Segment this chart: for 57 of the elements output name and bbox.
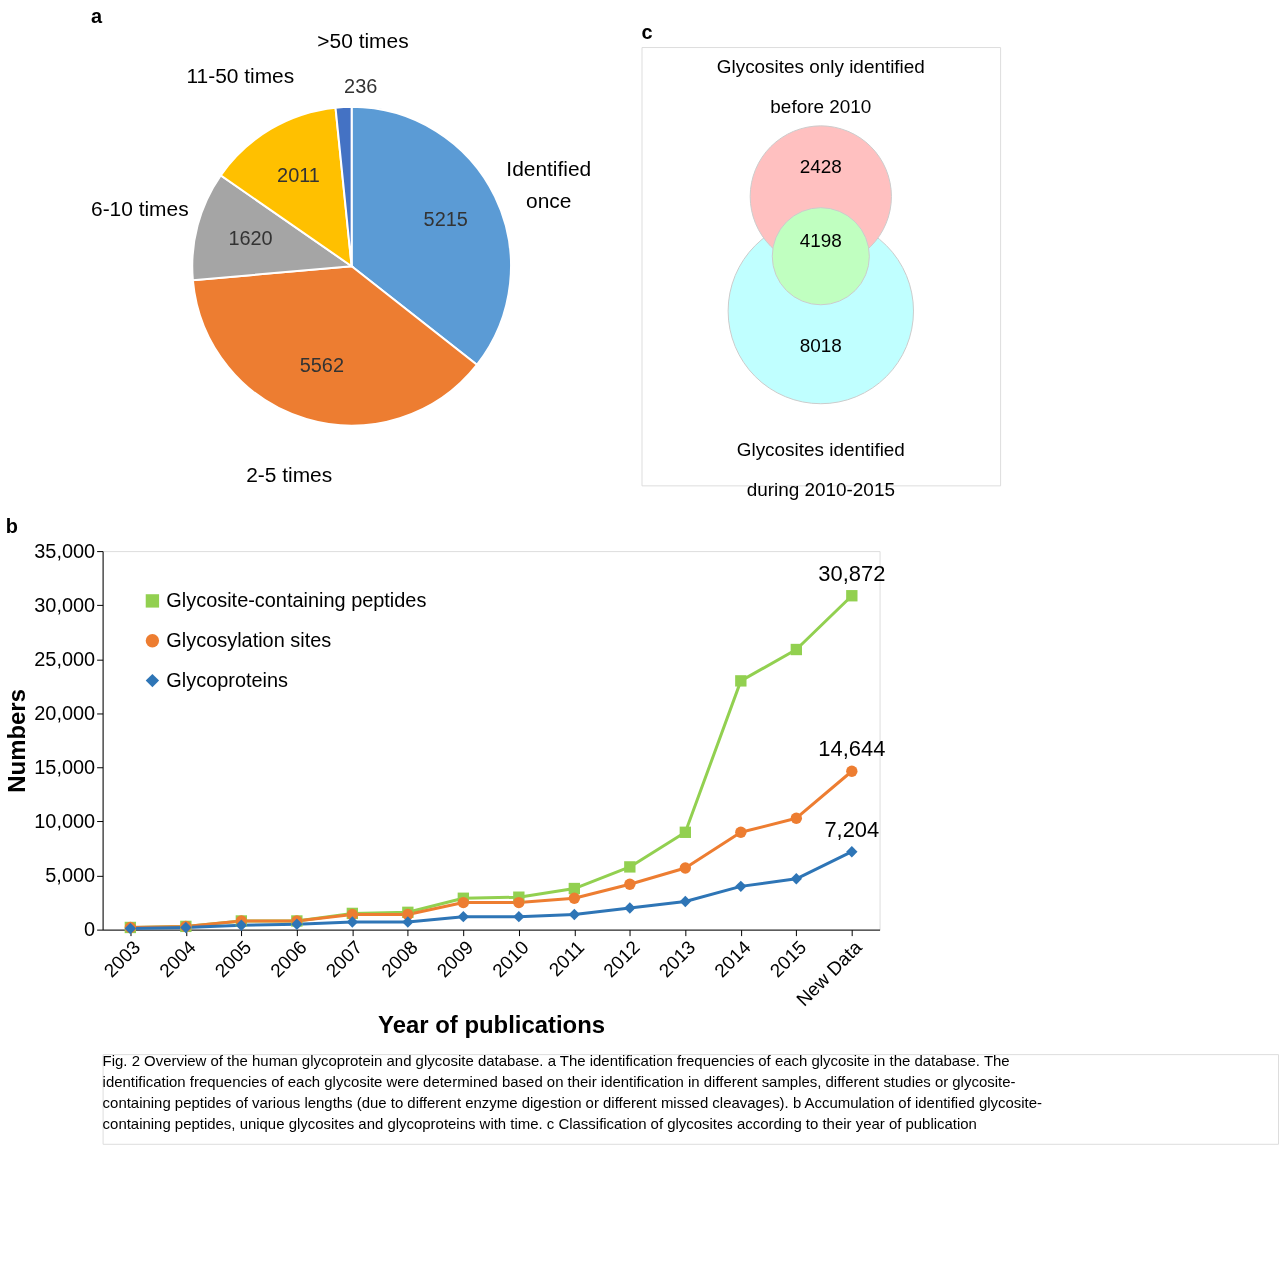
data-label: 7,204 bbox=[824, 816, 880, 842]
point bbox=[790, 643, 803, 656]
text: c bbox=[641, 21, 653, 44]
point bbox=[846, 765, 858, 777]
slice-label: >50 times bbox=[317, 29, 409, 53]
caption: Fig. 2 Overview of the human glycoprotein and glycosite database. a The identification frequencies of each glycosite in the database. The identification frequencies of each glycosite were determined based on their identification in different samples, different studies or glycosite-containing peptides of various lengths (due to different enzyme digestion or different missed cleavages). b Accumulation of identified glycosite-containing peptides, unique glycosites and glycoproteins with time. c Classification of glycosites according to their year of publication bbox=[102, 1052, 1043, 1132]
point bbox=[624, 902, 636, 914]
point bbox=[735, 675, 747, 687]
chart-title: b bbox=[5, 515, 18, 538]
data-label: 2011 bbox=[277, 164, 320, 187]
legend-label: Glycoproteins bbox=[166, 668, 289, 691]
point bbox=[679, 826, 692, 838]
y-tick-label: 25,000 bbox=[34, 647, 96, 670]
data-label: 2428 bbox=[799, 155, 842, 177]
data-label: 14,644 bbox=[818, 736, 886, 762]
point bbox=[624, 861, 636, 873]
point bbox=[735, 880, 747, 893]
category-label: Glycosites identified during 2010-2015 bbox=[736, 439, 905, 501]
data-label: 236 bbox=[344, 75, 378, 98]
data-label: 5215 bbox=[423, 208, 468, 231]
slice-label: 2-5 times bbox=[246, 463, 333, 487]
category-label: Glycosites only identified before 2010 bbox=[716, 55, 925, 117]
point bbox=[624, 878, 636, 890]
y-tick-label: 5,000 bbox=[45, 864, 96, 887]
point bbox=[735, 826, 747, 838]
x-axis-title: Year of publications bbox=[378, 1011, 606, 1039]
point bbox=[568, 892, 581, 904]
data-label: 1620 bbox=[228, 227, 273, 250]
slice-label: 6-10 times bbox=[91, 197, 189, 221]
y-tick-label: 35,000 bbox=[34, 539, 96, 562]
data-label: 4198 bbox=[799, 230, 842, 252]
data-label: 30,872 bbox=[818, 560, 886, 586]
point bbox=[235, 919, 248, 931]
point bbox=[513, 896, 525, 909]
slice-label: 11-50 times bbox=[186, 64, 295, 88]
y-tick-label: 30,000 bbox=[34, 593, 96, 616]
legend-label: Glycosite-containing peptides bbox=[166, 588, 427, 611]
y-tick-label: 20,000 bbox=[34, 701, 96, 724]
y-tick-label: 15,000 bbox=[34, 755, 96, 778]
point bbox=[846, 846, 858, 858]
point bbox=[679, 862, 692, 874]
point bbox=[790, 873, 803, 885]
data-label: 5562 bbox=[299, 354, 344, 377]
y-tick-label: 10,000 bbox=[34, 809, 96, 832]
slice-label: Identified once bbox=[506, 157, 592, 213]
data-label: 8018 bbox=[799, 334, 842, 356]
point bbox=[457, 896, 470, 909]
point bbox=[679, 895, 692, 908]
point bbox=[846, 590, 858, 602]
legend-label: Glycosylation sites bbox=[166, 628, 332, 651]
point bbox=[790, 812, 803, 824]
point bbox=[513, 910, 525, 923]
chart-title: a bbox=[90, 5, 103, 28]
point bbox=[402, 916, 414, 928]
y-tick-label: 0 bbox=[84, 918, 96, 941]
y-axis-title: Numbers bbox=[3, 689, 31, 793]
point bbox=[568, 908, 581, 921]
